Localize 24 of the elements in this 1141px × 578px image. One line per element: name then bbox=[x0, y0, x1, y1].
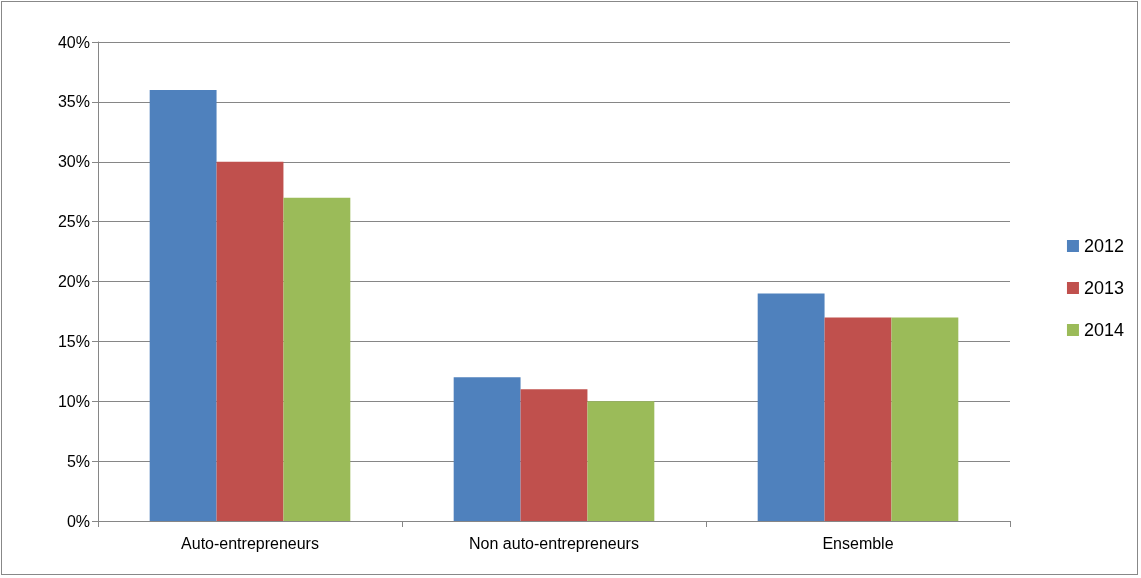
y-tick-label: 25% bbox=[57, 213, 90, 231]
bar bbox=[757, 293, 825, 521]
x-tick-label: Ensemble bbox=[822, 534, 894, 552]
legend-label: 2013 bbox=[1083, 278, 1124, 298]
y-tick-label: 40% bbox=[57, 33, 90, 51]
bar bbox=[149, 89, 217, 521]
y-tick-label: 0% bbox=[66, 512, 90, 530]
bar bbox=[216, 161, 284, 521]
bar bbox=[283, 197, 351, 521]
y-tick-label: 35% bbox=[57, 93, 90, 111]
bar bbox=[453, 377, 521, 521]
x-tick-label: Non auto-entrepreneurs bbox=[469, 534, 639, 552]
legend-label: 2012 bbox=[1083, 236, 1124, 256]
y-tick-label: 10% bbox=[57, 392, 90, 410]
y-tick-label: 15% bbox=[57, 332, 90, 350]
x-tick-label: Auto-entrepreneurs bbox=[181, 534, 319, 552]
bar bbox=[520, 389, 588, 521]
bar bbox=[587, 401, 655, 521]
bar bbox=[824, 317, 892, 521]
y-tick-label: 30% bbox=[57, 153, 90, 171]
legend-label: 2014 bbox=[1083, 320, 1124, 340]
y-tick-label: 5% bbox=[66, 452, 90, 470]
bar bbox=[891, 317, 959, 521]
y-tick-label: 20% bbox=[57, 273, 90, 290]
